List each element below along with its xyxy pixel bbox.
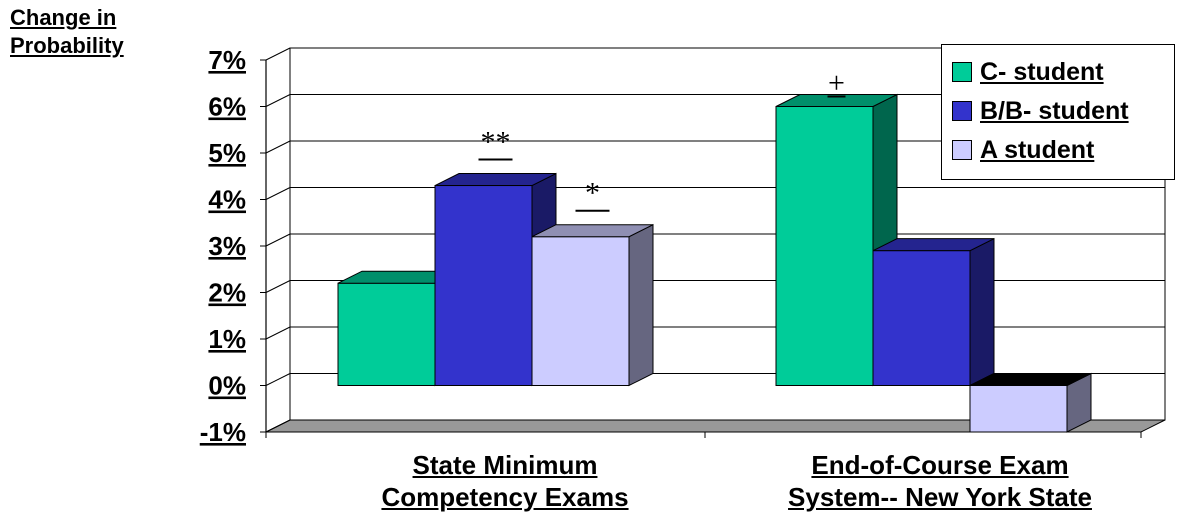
y-tick-label: -1% <box>200 417 246 447</box>
y-axis-label-line-1: Change in <box>10 5 117 30</box>
annotation-mark: * <box>585 177 600 210</box>
legend-label-b-student: B/B- student <box>980 96 1129 125</box>
gridline-side <box>265 373 291 386</box>
y-tick-label: 7% <box>208 45 246 75</box>
y-tick-label: 3% <box>208 231 246 261</box>
bar-series1-cat2-front <box>775 106 874 386</box>
x-category-2-line-1: End-of-Course Exam <box>811 450 1069 480</box>
bar-series1-cat2-top <box>775 94 898 107</box>
chart-bars <box>337 93 1092 433</box>
x-category-2-line-2: System-- New York State <box>788 482 1092 512</box>
y-tick-label: 6% <box>208 92 246 122</box>
y-tick-label: 2% <box>208 278 246 308</box>
legend-item-b-student: B/B- student <box>952 94 1129 128</box>
y-axis-label: Change in Probability <box>10 4 124 60</box>
gridline-side <box>265 326 291 340</box>
gridline-side <box>265 94 291 107</box>
gridline-side <box>265 47 291 61</box>
bar-series2-cat2-front <box>872 250 971 386</box>
gridline-side <box>265 233 291 247</box>
x-category-label-2: End-of-Course Exam System-- New York Sta… <box>760 449 1120 513</box>
bar-series3-cat1-front <box>531 236 630 386</box>
bar-series2-cat2-top <box>872 238 995 252</box>
y-tick-label: 5% <box>208 138 246 168</box>
annotation-mark: ** <box>481 126 511 159</box>
bar-series2-cat2 <box>872 237 995 387</box>
y-tick-label: 0% <box>208 371 246 401</box>
bar-series2-cat1-front <box>434 185 533 386</box>
bar-series3-cat2 <box>969 372 1092 433</box>
bar-series3-cat1 <box>531 223 654 387</box>
legend-swatch-a-student <box>952 140 972 160</box>
y-tick-label: 4% <box>208 185 246 215</box>
legend-swatch-c-student <box>952 62 972 82</box>
bar-series3-cat2-front <box>969 385 1068 433</box>
y-axis-label-line-2: Probability <box>10 33 124 58</box>
bar-series2-cat1-top <box>434 173 557 187</box>
bar-annotations: +*** <box>478 67 846 212</box>
legend-item-c-student: C- student <box>952 55 1104 89</box>
legend-item-a-student: A student <box>952 133 1094 167</box>
x-category-1-line-2: Competency Exams <box>381 482 629 512</box>
gridline-side <box>265 419 291 433</box>
legend-label-a-student: A student <box>980 135 1095 164</box>
bar-series3-cat1-side <box>628 223 654 387</box>
legend-swatch-b-student <box>952 101 972 121</box>
annotation-mark: + <box>828 67 845 100</box>
bar-series3-cat1-top <box>531 224 654 238</box>
bar-series3-cat2-top <box>969 373 1092 386</box>
gridline-side <box>265 280 291 293</box>
y-tick-label: 1% <box>208 324 246 354</box>
x-category-label-1: State Minimum Competency Exams <box>340 449 670 513</box>
legend-label-c-student: C- student <box>980 57 1104 86</box>
x-category-1-line-1: State Minimum <box>412 450 598 480</box>
legend: C- student B/B- student A student <box>941 44 1175 180</box>
gridline-side <box>265 187 291 200</box>
bar-series1-cat2 <box>775 93 898 387</box>
bar-series1-cat1-front <box>337 282 436 387</box>
gridline-side <box>265 140 291 154</box>
y-tick-labels: 7% 6% 5% 4% 3% 2% 1% 0% -1% <box>200 45 246 447</box>
bar-series2-cat2-side <box>969 237 995 387</box>
